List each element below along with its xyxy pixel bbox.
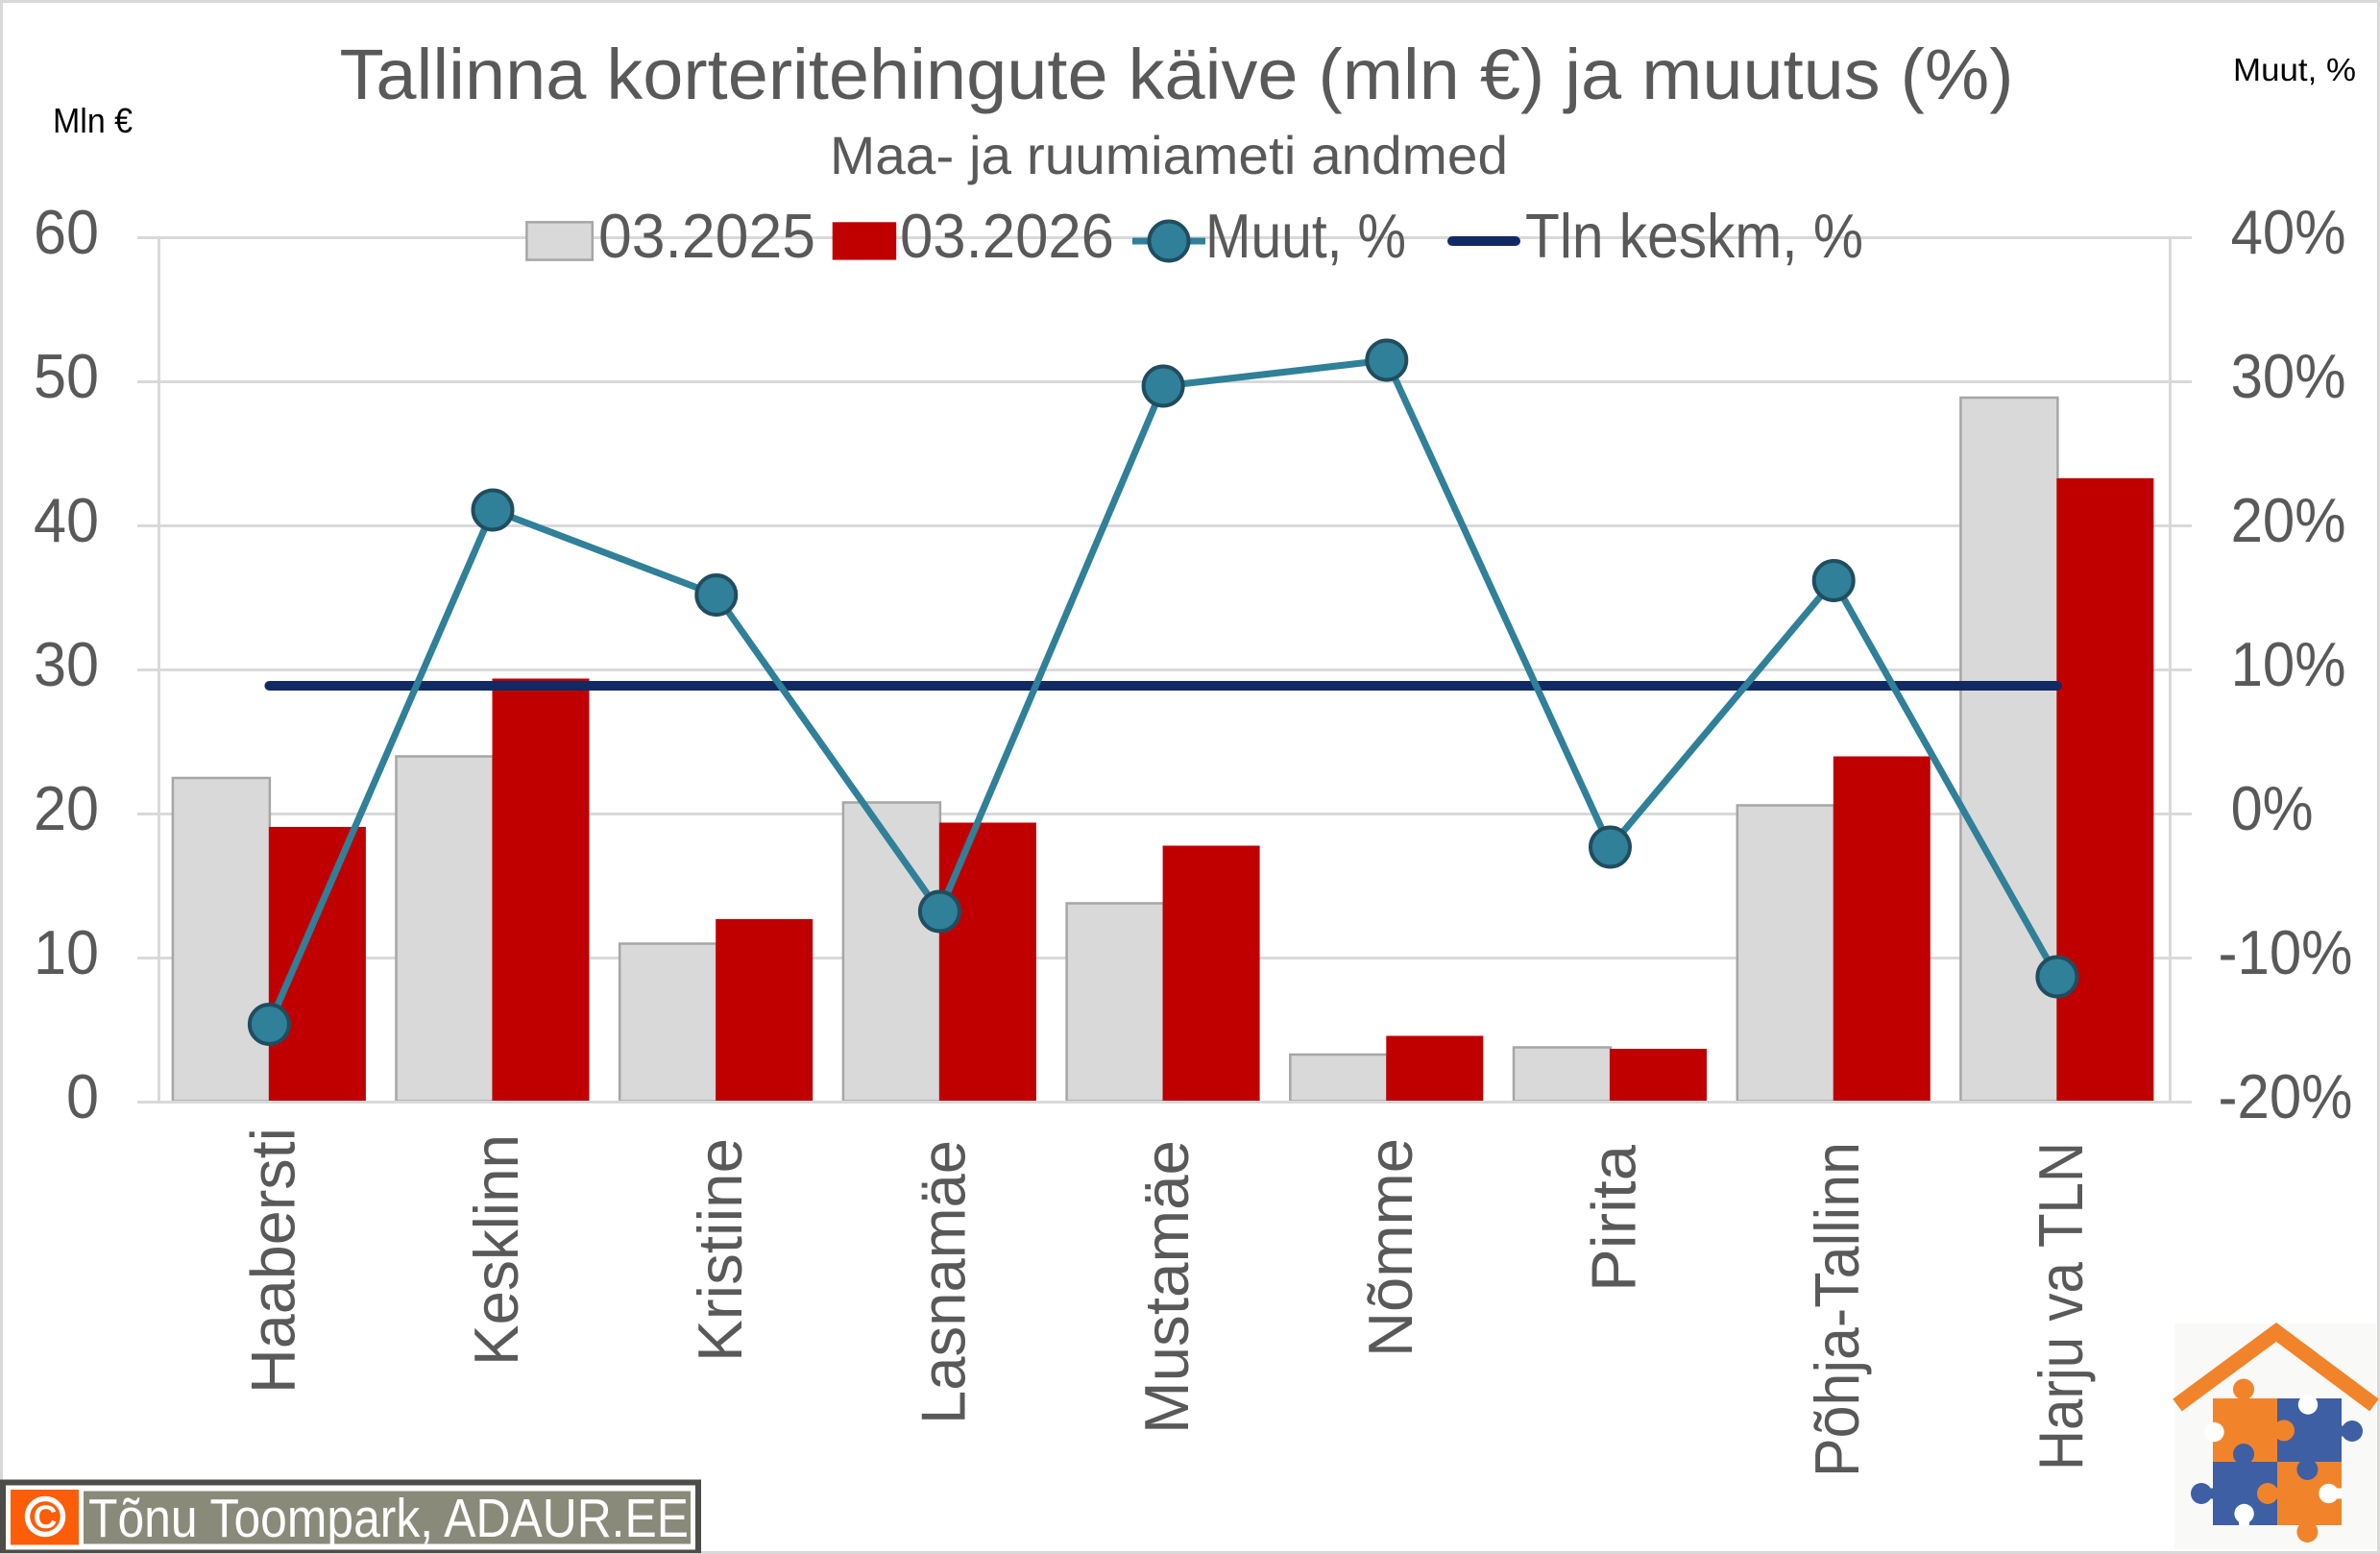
svg-text:-10%: -10% [2219, 917, 2353, 987]
svg-text:C: C [34, 1499, 58, 1536]
svg-text:Põhja-Tallinn: Põhja-Tallinn [1802, 1142, 1872, 1477]
svg-text:Harju va TLN: Harju va TLN [2026, 1142, 2096, 1470]
svg-text:60: 60 [34, 197, 99, 267]
svg-text:Kesklinn: Kesklinn [461, 1134, 531, 1366]
svg-text:Tln keskm, %: Tln keskm, % [1525, 201, 1863, 271]
svg-text:Pirita: Pirita [1579, 1144, 1649, 1292]
svg-text:40%: 40% [2231, 197, 2346, 267]
svg-text:Lasnamäe: Lasnamäe [908, 1140, 978, 1424]
svg-text:Muut, %: Muut, % [1205, 201, 1406, 271]
svg-text:Maa- ja ruumiameti andmed: Maa- ja ruumiameti andmed [830, 125, 1508, 185]
svg-text:Mustamäe: Mustamäe [1131, 1140, 1202, 1434]
svg-text:30%: 30% [2231, 341, 2346, 411]
svg-text:10: 10 [34, 917, 99, 987]
svg-text:50: 50 [34, 341, 99, 411]
svg-text:10%: 10% [2231, 629, 2346, 699]
svg-text:Haabersti: Haabersti [237, 1128, 307, 1394]
svg-text:Kristiine: Kristiine [685, 1138, 755, 1362]
svg-text:03.2026: 03.2026 [900, 201, 1114, 271]
svg-text:-20%: -20% [2219, 1061, 2353, 1131]
svg-text:Tõnu Toompark, ADAUR.EE: Tõnu Toompark, ADAUR.EE [88, 1488, 689, 1549]
svg-text:Mln €: Mln € [53, 101, 133, 140]
svg-text:Tallinna korteritehingute käiv: Tallinna korteritehingute käive (mln €) … [340, 35, 2014, 114]
svg-text:03.2025: 03.2025 [598, 201, 815, 271]
svg-text:0%: 0% [2231, 773, 2314, 843]
svg-text:40: 40 [34, 485, 99, 555]
svg-text:0: 0 [66, 1061, 99, 1131]
svg-text:20%: 20% [2231, 485, 2346, 555]
svg-text:30: 30 [34, 629, 99, 699]
svg-text:Nõmme: Nõmme [1355, 1138, 1425, 1357]
svg-text:Muut, %: Muut, % [2233, 52, 2356, 87]
svg-text:20: 20 [34, 773, 99, 843]
